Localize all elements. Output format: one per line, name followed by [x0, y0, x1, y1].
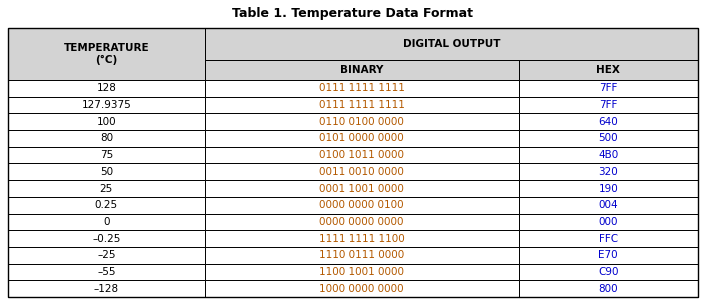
Text: –55: –55	[97, 267, 116, 277]
Text: 0011 0010 0000: 0011 0010 0000	[319, 167, 404, 177]
Bar	[8, 180, 205, 197]
Text: 0111 1111 1111: 0111 1111 1111	[318, 83, 405, 93]
Text: 1111 1111 1100: 1111 1111 1100	[318, 233, 405, 244]
Text: –25: –25	[97, 250, 116, 260]
Text: 128: 128	[97, 83, 116, 93]
Text: 1110 0111 0000: 1110 0111 0000	[319, 250, 405, 260]
Bar	[205, 80, 519, 97]
Bar	[519, 280, 698, 297]
Text: 7FF: 7FF	[599, 100, 618, 110]
Text: 50: 50	[100, 167, 113, 177]
Text: 100: 100	[97, 117, 116, 127]
Text: 500: 500	[599, 133, 618, 143]
Text: 0.25: 0.25	[95, 200, 118, 210]
Text: 0: 0	[103, 217, 109, 227]
Bar	[205, 28, 698, 60]
Bar	[205, 197, 519, 214]
Bar	[8, 214, 205, 230]
Bar	[8, 163, 205, 180]
Text: 1000 0000 0000: 1000 0000 0000	[319, 284, 404, 294]
Text: HEX: HEX	[597, 65, 621, 75]
Bar	[519, 264, 698, 280]
Text: 25: 25	[100, 184, 113, 194]
Text: TEMPERATURE
(°C): TEMPERATURE (°C)	[64, 43, 149, 65]
Bar	[519, 130, 698, 147]
Text: 0001 1001 0000: 0001 1001 0000	[319, 184, 404, 194]
Text: DIGITAL OUTPUT: DIGITAL OUTPUT	[402, 39, 500, 49]
Text: 000: 000	[599, 217, 618, 227]
Text: BINARY: BINARY	[340, 65, 383, 75]
Bar	[8, 28, 698, 297]
Bar	[8, 130, 205, 147]
Bar	[8, 247, 205, 264]
Bar	[8, 147, 205, 163]
Bar	[519, 214, 698, 230]
Bar	[205, 180, 519, 197]
Bar	[519, 163, 698, 180]
Bar	[519, 180, 698, 197]
Bar	[519, 97, 698, 113]
Bar	[519, 113, 698, 130]
Text: 75: 75	[100, 150, 113, 160]
Text: 4B0: 4B0	[598, 150, 618, 160]
Bar	[205, 97, 519, 113]
Text: 0000 0000 0000: 0000 0000 0000	[319, 217, 404, 227]
Text: 640: 640	[599, 117, 618, 127]
Bar	[205, 163, 519, 180]
Text: –0.25: –0.25	[92, 233, 121, 244]
Text: 190: 190	[599, 184, 618, 194]
Bar	[205, 280, 519, 297]
Bar	[8, 113, 205, 130]
Bar	[8, 97, 205, 113]
Bar	[205, 147, 519, 163]
Bar	[519, 230, 698, 247]
Text: FFC: FFC	[599, 233, 618, 244]
Text: 80: 80	[100, 133, 113, 143]
Text: 0000 0000 0100: 0000 0000 0100	[319, 200, 404, 210]
Bar	[8, 80, 205, 97]
Bar	[8, 28, 205, 80]
Text: Table 1. Temperature Data Format: Table 1. Temperature Data Format	[232, 8, 474, 21]
Text: 004: 004	[599, 200, 618, 210]
Text: 1100 1001 0000: 1100 1001 0000	[319, 267, 404, 277]
Bar	[205, 264, 519, 280]
Text: 320: 320	[599, 167, 618, 177]
Text: 800: 800	[599, 284, 618, 294]
Bar	[8, 264, 205, 280]
Bar	[519, 60, 698, 80]
Bar	[205, 113, 519, 130]
Bar	[205, 214, 519, 230]
Bar	[205, 230, 519, 247]
Bar	[519, 147, 698, 163]
Bar	[519, 80, 698, 97]
Bar	[519, 197, 698, 214]
Bar	[8, 197, 205, 214]
Text: E70: E70	[599, 250, 618, 260]
Text: –128: –128	[94, 284, 119, 294]
Text: 127.9375: 127.9375	[81, 100, 131, 110]
Bar	[8, 280, 205, 297]
Text: 0110 0100 0000: 0110 0100 0000	[319, 117, 404, 127]
Bar	[519, 247, 698, 264]
Text: 0101 0000 0000: 0101 0000 0000	[319, 133, 404, 143]
Text: C90: C90	[598, 267, 618, 277]
Bar	[205, 60, 519, 80]
Bar	[205, 247, 519, 264]
Bar	[8, 230, 205, 247]
Bar	[205, 130, 519, 147]
Text: 0100 1011 0000: 0100 1011 0000	[319, 150, 404, 160]
Text: 7FF: 7FF	[599, 83, 618, 93]
Text: 0111 1111 1111: 0111 1111 1111	[318, 100, 405, 110]
